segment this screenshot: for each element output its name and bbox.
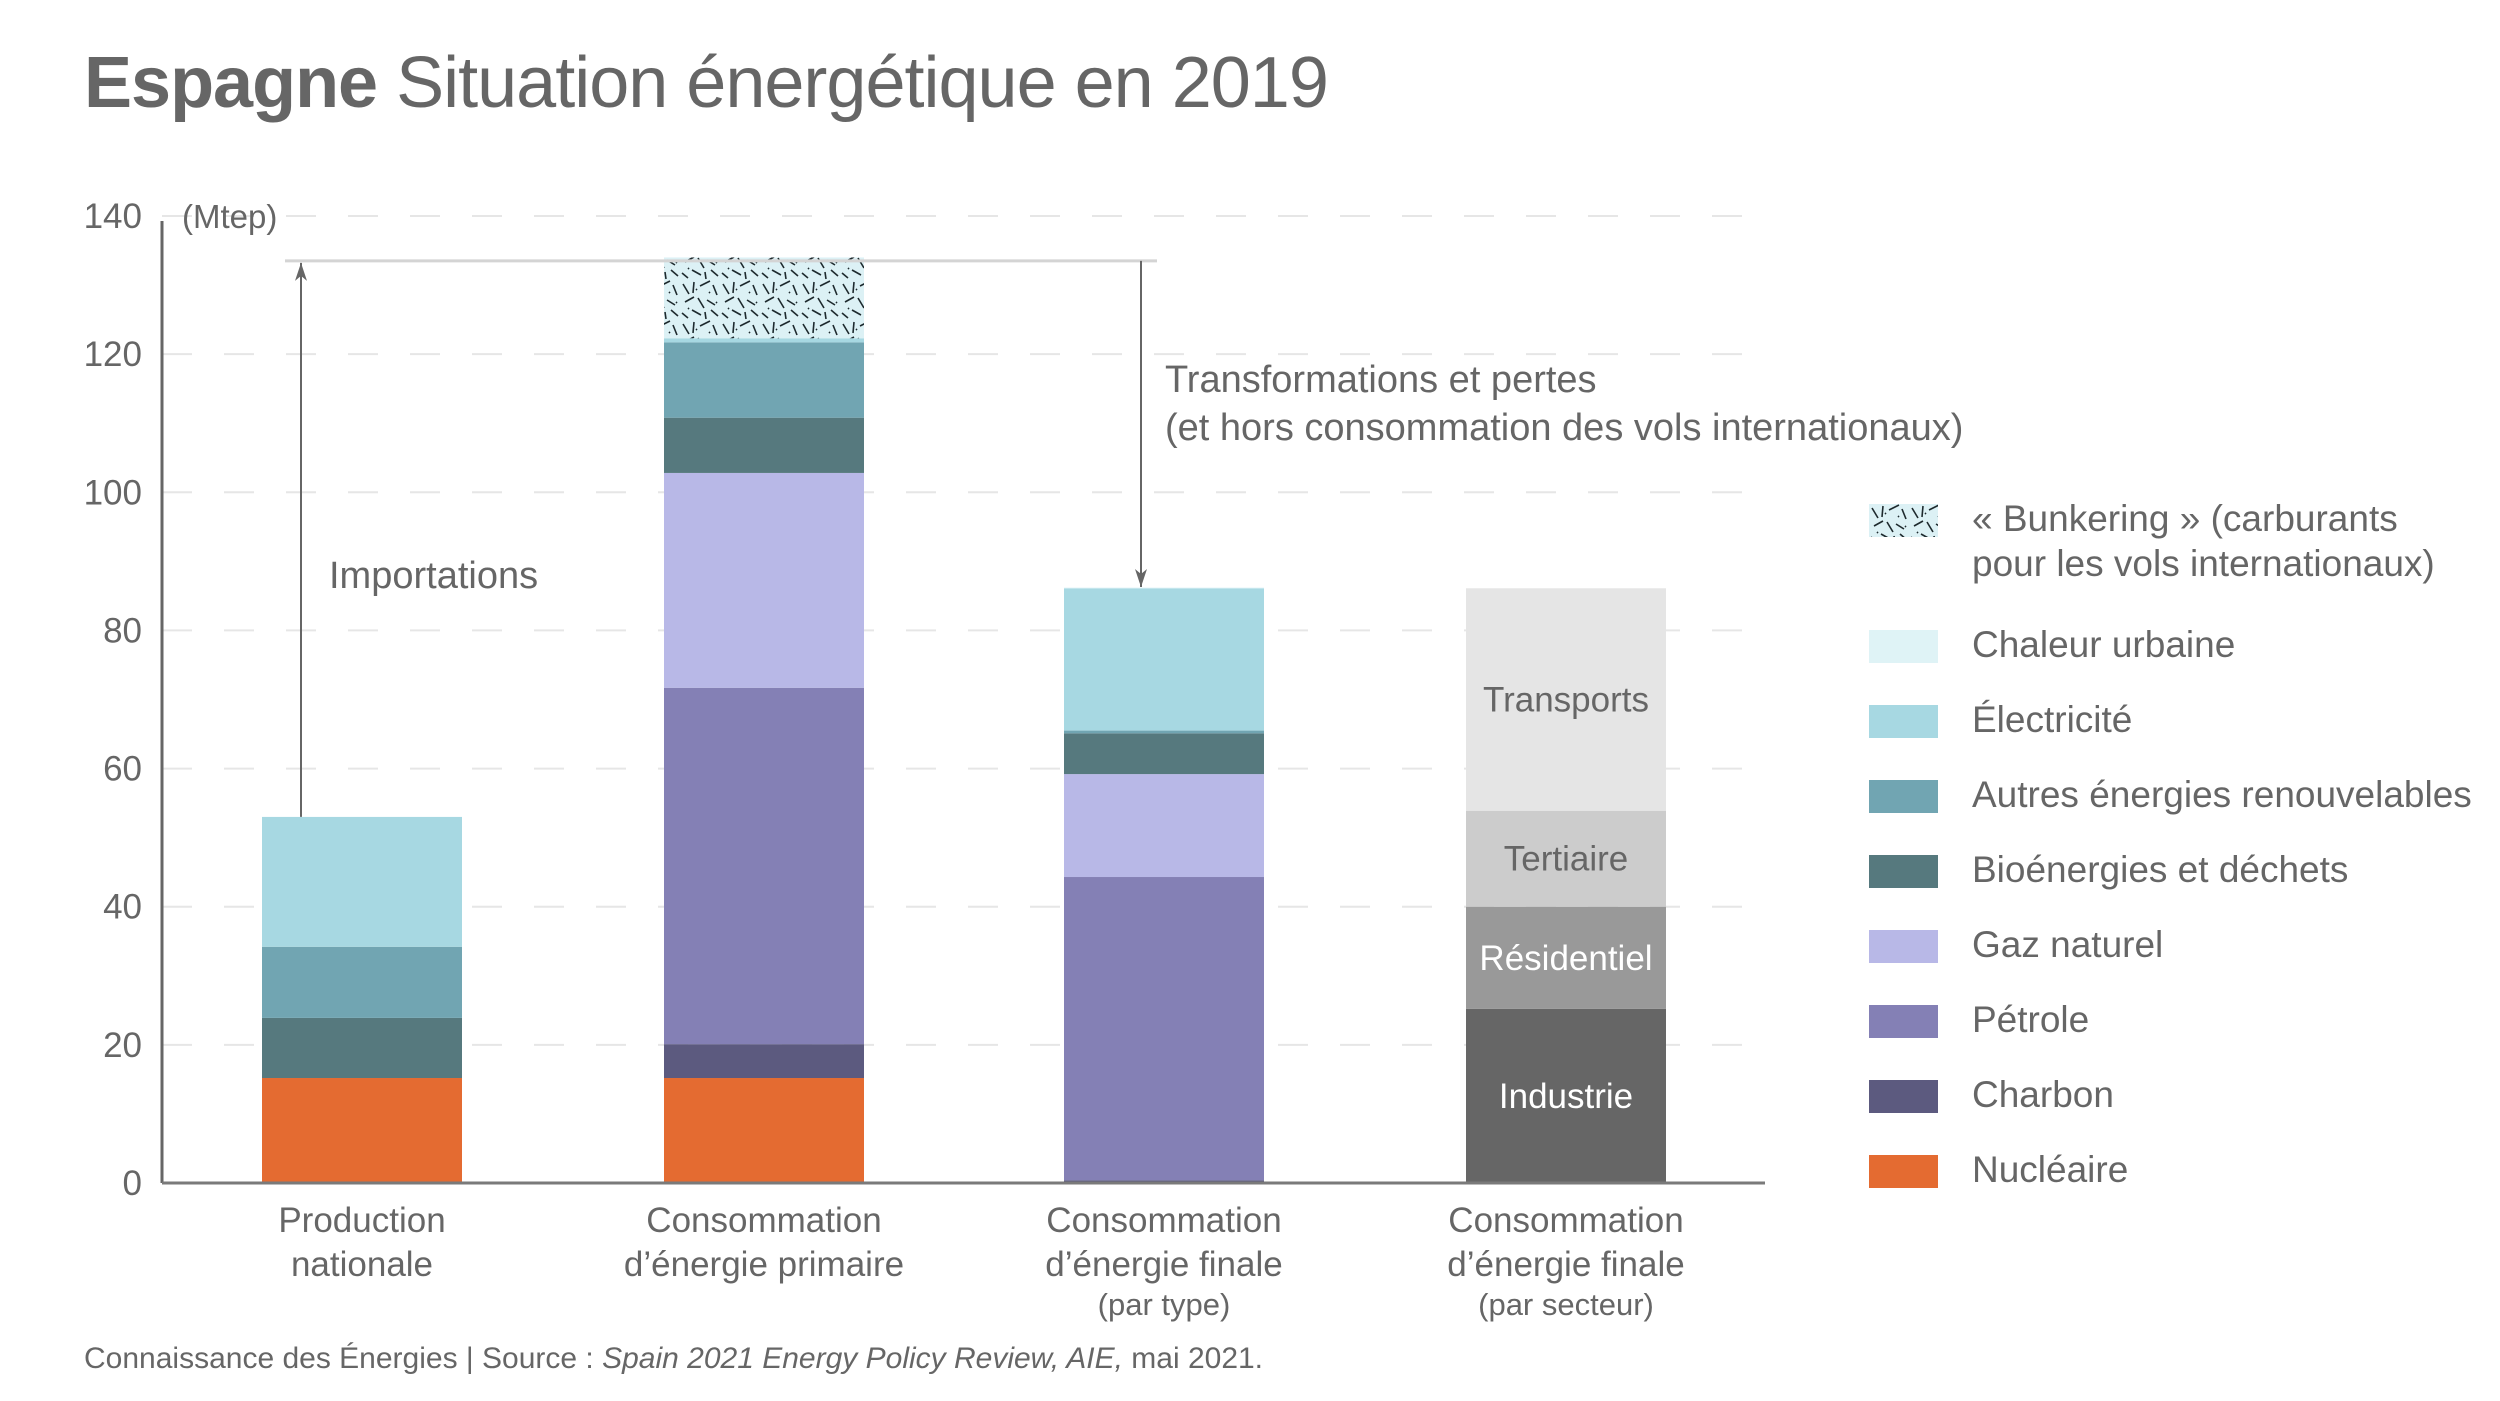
x-category-label: Consommation (1046, 1201, 1281, 1240)
annotations: Importations Transformations et pertes (et… (285, 259, 1963, 817)
legend-label: Charbon (1972, 1074, 2114, 1115)
segment-bioenergies-et-dechets (1064, 733, 1264, 775)
footer-suffix: mai 2021. (1122, 1342, 1264, 1375)
y-tick-label: 20 (103, 1026, 142, 1065)
y-tick-label: 60 (103, 750, 142, 789)
segment-bunkering (664, 257, 864, 339)
legend-swatch-gaz-naturel (1869, 930, 1938, 963)
y-tick-label: 100 (84, 473, 142, 512)
bar-consommation-d-energie-finale-par-secteur: Industrie Résidentiel Tertiaire Transports (1466, 588, 1666, 1183)
legend-label: Autres énergies renouvelables (1972, 774, 2472, 815)
bar-production-nationale (262, 816, 462, 1183)
chart-title: Espagne Situation énergétique en 2019 (84, 42, 1329, 124)
segment-residentiel (1466, 906, 1666, 1009)
legend-item-bunkering: « Bunkering » (carburants pour les vols … (1869, 496, 2489, 586)
x-category-label: Consommation (646, 1201, 881, 1240)
legend-swatch-autres-energies-renouvelables (1869, 780, 1938, 813)
segment-autres-energies-renouvelables (262, 946, 462, 1018)
footer-prefix: Connaissance des Énergies | Source : (84, 1342, 603, 1375)
segment-petrole (1064, 877, 1264, 1181)
segment-label-transports: Transports (1483, 681, 1649, 720)
segment-gaz-naturel (664, 472, 864, 688)
legend-label: Électricité (1972, 699, 2133, 740)
legend-item-electricite: Électricité (1869, 697, 2489, 742)
y-axis-unit-label: (Mtep) (182, 198, 277, 235)
chart-title-country: Espagne (84, 43, 378, 123)
segment-electricite (1064, 588, 1264, 731)
segment-label-industrie: Industrie (1499, 1077, 1633, 1116)
segment-transports (1466, 588, 1666, 811)
segment-electricite (664, 338, 864, 343)
segment-tertiaire (1466, 810, 1666, 907)
legend-label: Pétrole (1972, 999, 2090, 1040)
legend-item-gaz-naturel: Gaz naturel (1869, 922, 2489, 967)
legend-swatch-petrole (1869, 1005, 1938, 1038)
bar-consommation-d-energie-finale-par-type (1064, 587, 1264, 1183)
legend-swatch-electricite (1869, 705, 1938, 738)
y-tick-label: 120 (84, 335, 142, 374)
segment-industrie (1466, 1008, 1666, 1183)
legend-item-petrole: Pétrole (1869, 997, 2489, 1042)
segment-bioenergies-et-dechets (664, 417, 864, 473)
y-axis-ticks: 0 20 40 60 80 100 120 140 (84, 197, 142, 1203)
bar-consommation-d-energie-primaire (664, 257, 864, 1183)
legend-label: Chaleur urbaine (1972, 624, 2236, 665)
x-category-label: d’énergie finale (1045, 1245, 1282, 1284)
legend-label: « Bunkering » (carburants pour les vols … (1972, 498, 2435, 584)
source-footer: Connaissance des Énergies | Source : Spa… (84, 1342, 1263, 1376)
transformations-label: (et hors consommation des vols internati… (1165, 407, 1963, 449)
legend-label: Nucléaire (1972, 1149, 2129, 1190)
segment-petrole (664, 687, 864, 1045)
segment-autres-energies-renouvelables (664, 342, 864, 418)
transformations-label: Transformations et pertes (1165, 359, 1597, 401)
segment-chaleur-urbaine (1064, 587, 1264, 589)
legend: « Bunkering » (carburants pour les vols … (1869, 496, 2489, 1192)
segment-charbon (664, 1044, 864, 1079)
legend-label: Gaz naturel (1972, 924, 2164, 965)
legend-item-chaleur-urbaine: Chaleur urbaine (1869, 622, 2489, 667)
x-category-label: d’énergie primaire (624, 1245, 904, 1284)
y-tick-label: 40 (103, 888, 142, 927)
segment-bioenergies-et-dechets (262, 1017, 462, 1079)
x-category-sublabel: (par type) (1098, 1287, 1231, 1322)
x-category-label: Production (278, 1201, 445, 1240)
y-tick-label: 80 (103, 611, 142, 650)
legend-swatch-nucleaire (1869, 1155, 1938, 1188)
segment-label-tertiaire: Tertiaire (1504, 840, 1628, 879)
legend-item-bioenergies-et-dechets: Bioénergies et déchets (1869, 847, 2489, 892)
legend-item-autres-energies-renouvelables: Autres énergies renouvelables (1869, 772, 2489, 817)
y-tick-label: 140 (84, 197, 142, 236)
legend-swatch-chaleur-urbaine (1869, 630, 1938, 663)
chart-title-rest: Situation énergétique en 2019 (377, 43, 1329, 123)
x-category-label: d’énergie finale (1447, 1245, 1684, 1284)
segment-gaz-naturel (1064, 774, 1264, 878)
legend-swatch-charbon (1869, 1080, 1938, 1113)
segment-nucleaire (664, 1078, 864, 1183)
legend-item-charbon: Charbon (1869, 1072, 2489, 1117)
bars: Industrie Résidentiel Tertiaire Transports (262, 257, 1666, 1183)
segment-autres-energies-renouvelables (1064, 730, 1264, 734)
segment-label-residentiel: Résidentiel (1479, 939, 1652, 978)
importations-label: Importations (329, 555, 538, 597)
footer-source-title: Spain 2021 Energy Policy Review, AIE, (602, 1342, 1123, 1375)
segment-electricite (262, 816, 462, 947)
x-category-label: Consommation (1448, 1201, 1683, 1240)
legend-item-nucleaire: Nucléaire (1869, 1147, 2489, 1192)
legend-swatch-bioenergies-et-dechets (1869, 855, 1938, 888)
legend-swatch-bunkering (1869, 504, 1938, 537)
x-axis-labels: Production nationale Consommation d’énergie… (278, 1201, 1684, 1322)
y-tick-label: 0 (123, 1164, 142, 1203)
legend-label: Bioénergies et déchets (1972, 849, 2349, 890)
transformations-arrow-head-icon (1135, 568, 1147, 587)
segment-nucleaire (262, 1078, 462, 1183)
x-category-label: nationale (291, 1245, 433, 1284)
x-category-sublabel: (par secteur) (1478, 1287, 1654, 1322)
importations-arrow-head-icon (295, 262, 307, 281)
